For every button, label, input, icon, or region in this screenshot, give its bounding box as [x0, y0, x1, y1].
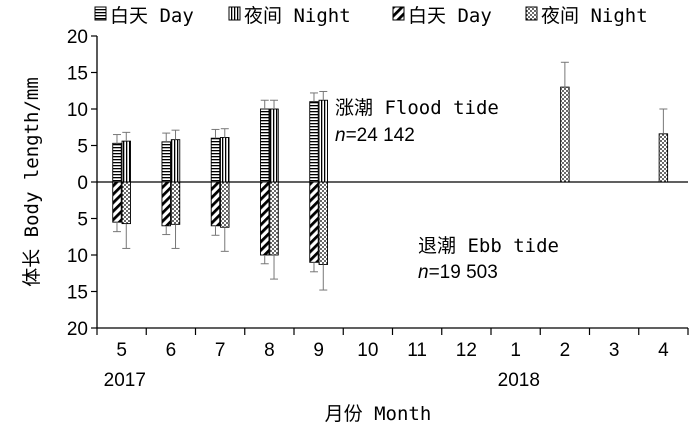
legend-entry: 夜间 Night: [525, 5, 648, 27]
flood-tide-n: n=24 142: [335, 125, 415, 146]
flood-tide-label: 涨潮 Flood tide: [335, 97, 499, 119]
flood-bar-vstripe: [269, 108, 279, 183]
legend-label: 白天 Day: [408, 5, 492, 27]
y-tick-label: 10: [67, 100, 88, 121]
ebb-bar-diagonal: [210, 181, 221, 227]
x-axis-ticks: 5 6 7 8 9 10 11 12 1 2 3 4: [96, 328, 689, 361]
y-axis-ticks: 20 15 10 5 0 5 10 15 20: [67, 27, 97, 340]
ebb-bar-dots: [220, 181, 230, 228]
ebb-bar-diagonal: [260, 181, 270, 256]
x-tick-label: 1: [510, 340, 521, 361]
ebb-bar-diagonal: [309, 181, 319, 263]
y-tick-label: 15: [67, 64, 88, 85]
x-tick-label: 8: [264, 340, 275, 361]
x-tick-label: 12: [456, 340, 477, 361]
legend-swatch-day-ebb: [392, 6, 405, 21]
legend-swatch-day-flood: [94, 6, 107, 21]
legend-swatch-night-ebb: [525, 6, 538, 21]
x-tick-label: 5: [116, 340, 127, 361]
ebb-tide-n: n=19 503: [418, 262, 498, 283]
ebb-bar-diagonal: [161, 181, 171, 227]
ebb-tide-annotation: 退潮 Ebb tide n=19 503: [418, 235, 559, 283]
y-tick-label: 5: [77, 137, 88, 158]
legend-entry: 白天 Day: [392, 5, 492, 27]
legend-entry: 夜间 Night: [228, 5, 351, 27]
n-value: =24 142: [346, 125, 415, 146]
flood-bar-dots: [658, 133, 669, 183]
x-tick-label: 7: [215, 340, 226, 361]
y-tick-label: 15: [67, 283, 88, 304]
ebb-tide-label: 退潮 Ebb tide: [418, 235, 559, 257]
y-axis-title: 体长 Body length/mm: [21, 77, 43, 287]
flood-bar-vstripe: [121, 140, 131, 183]
x-tick-label: 6: [166, 340, 177, 361]
y-tick-label: 0: [77, 173, 88, 194]
y-tick-label: 10: [67, 246, 88, 267]
x-tick-label: 2: [560, 340, 571, 361]
flood-bar-hstripe: [309, 101, 319, 183]
flood-bar-vstripe: [170, 139, 181, 183]
flood-bar-hstripe: [112, 142, 122, 183]
year-label-2018: 2018: [498, 370, 540, 391]
legend: 白天 Day 夜间 Night 白天 Day 夜间 Night: [94, 5, 648, 27]
year-label-2017: 2017: [104, 370, 146, 391]
flood-bar-hstripe: [260, 108, 270, 183]
ebb-bar-dots: [269, 181, 279, 256]
x-tick-label: 3: [609, 340, 620, 361]
ebb-bar-diagonal: [112, 181, 122, 223]
flood-bar-hstripe: [161, 141, 171, 183]
legend-label: 白天 Day: [110, 5, 194, 27]
x-axis-title: 月份 Month: [325, 403, 432, 425]
flood-bar-dots: [560, 86, 570, 183]
y-tick-label: 20: [67, 319, 88, 340]
y-tick-label: 5: [77, 210, 88, 231]
n-symbol: n: [418, 262, 429, 283]
flood-bar-vstripe: [220, 137, 230, 183]
x-tick-label: 4: [658, 340, 669, 361]
y-tick-label: 20: [67, 27, 88, 48]
n-value: =19 503: [429, 262, 498, 283]
n-symbol: n: [335, 125, 346, 146]
x-tick-label: 10: [357, 340, 378, 361]
error-bars: [112, 61, 668, 291]
legend-label: 夜间 Night: [244, 5, 351, 27]
ebb-bar-dots: [170, 181, 181, 225]
bars: [112, 86, 669, 265]
legend-swatch-night-flood: [228, 6, 241, 21]
flood-bar-vstripe: [318, 99, 328, 183]
legend-entry: 白天 Day: [94, 5, 194, 27]
x-tick-label: 9: [313, 340, 324, 361]
ebb-bar-dots: [121, 181, 131, 225]
ebb-bar-dots: [318, 181, 328, 265]
x-tick-label: 11: [407, 340, 427, 361]
flood-tide-annotation: 涨潮 Flood tide n=24 142: [335, 97, 499, 146]
legend-label: 夜间 Night: [541, 5, 648, 27]
flood-bar-hstripe: [210, 137, 221, 183]
